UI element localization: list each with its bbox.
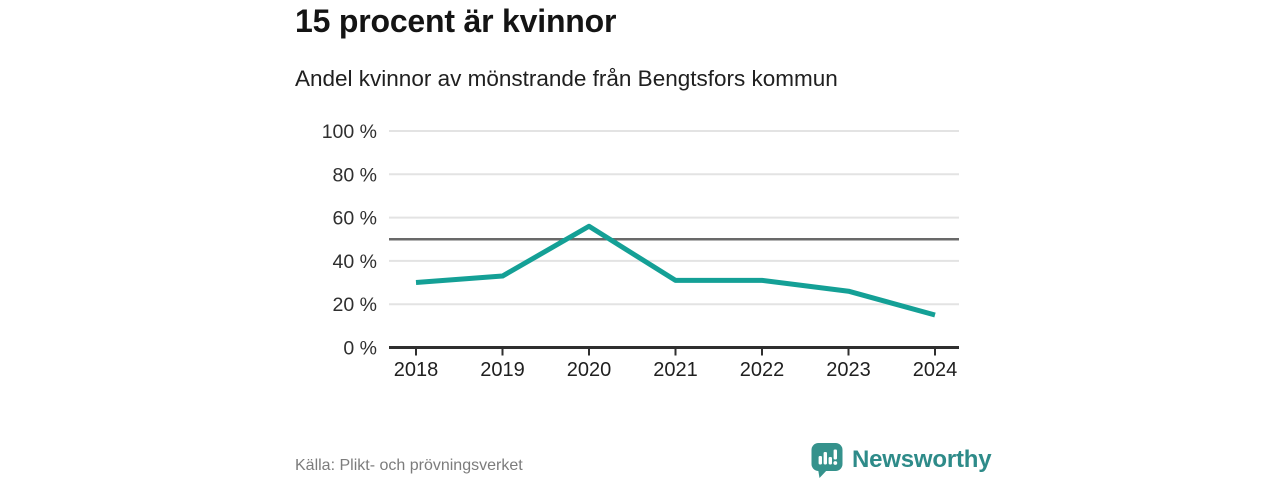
y-axis-label: 0 % [343,338,377,360]
x-axis-label: 2021 [653,359,698,381]
x-axis-label: 2022 [740,359,785,381]
y-axis-label: 100 % [322,121,377,143]
x-axis-label: 2019 [480,359,525,381]
y-axis-label: 80 % [333,164,377,186]
data-line [415,223,936,318]
y-axis-label: 20 % [333,294,377,316]
x-axis-label: 2020 [567,359,612,381]
y-axis-label: 60 % [333,208,377,230]
y-axis-label: 40 % [333,251,377,273]
x-axis-label: 2024 [913,359,958,381]
source-text: Källa: Plikt- och prövningsverket [295,457,523,474]
newsworthy-logo: Newsworthy [811,442,992,478]
brand-name: Newsworthy [852,446,992,473]
x-axis-label: 2018 [394,359,439,381]
x-axis-label: 2023 [826,359,871,381]
bar-chart-speech-bubble-icon [811,443,843,478]
chart-title: 15 procent är kvinnor [295,3,617,39]
chart-subtitle: Andel kvinnor av mönstrande från Bengtsf… [295,66,838,91]
